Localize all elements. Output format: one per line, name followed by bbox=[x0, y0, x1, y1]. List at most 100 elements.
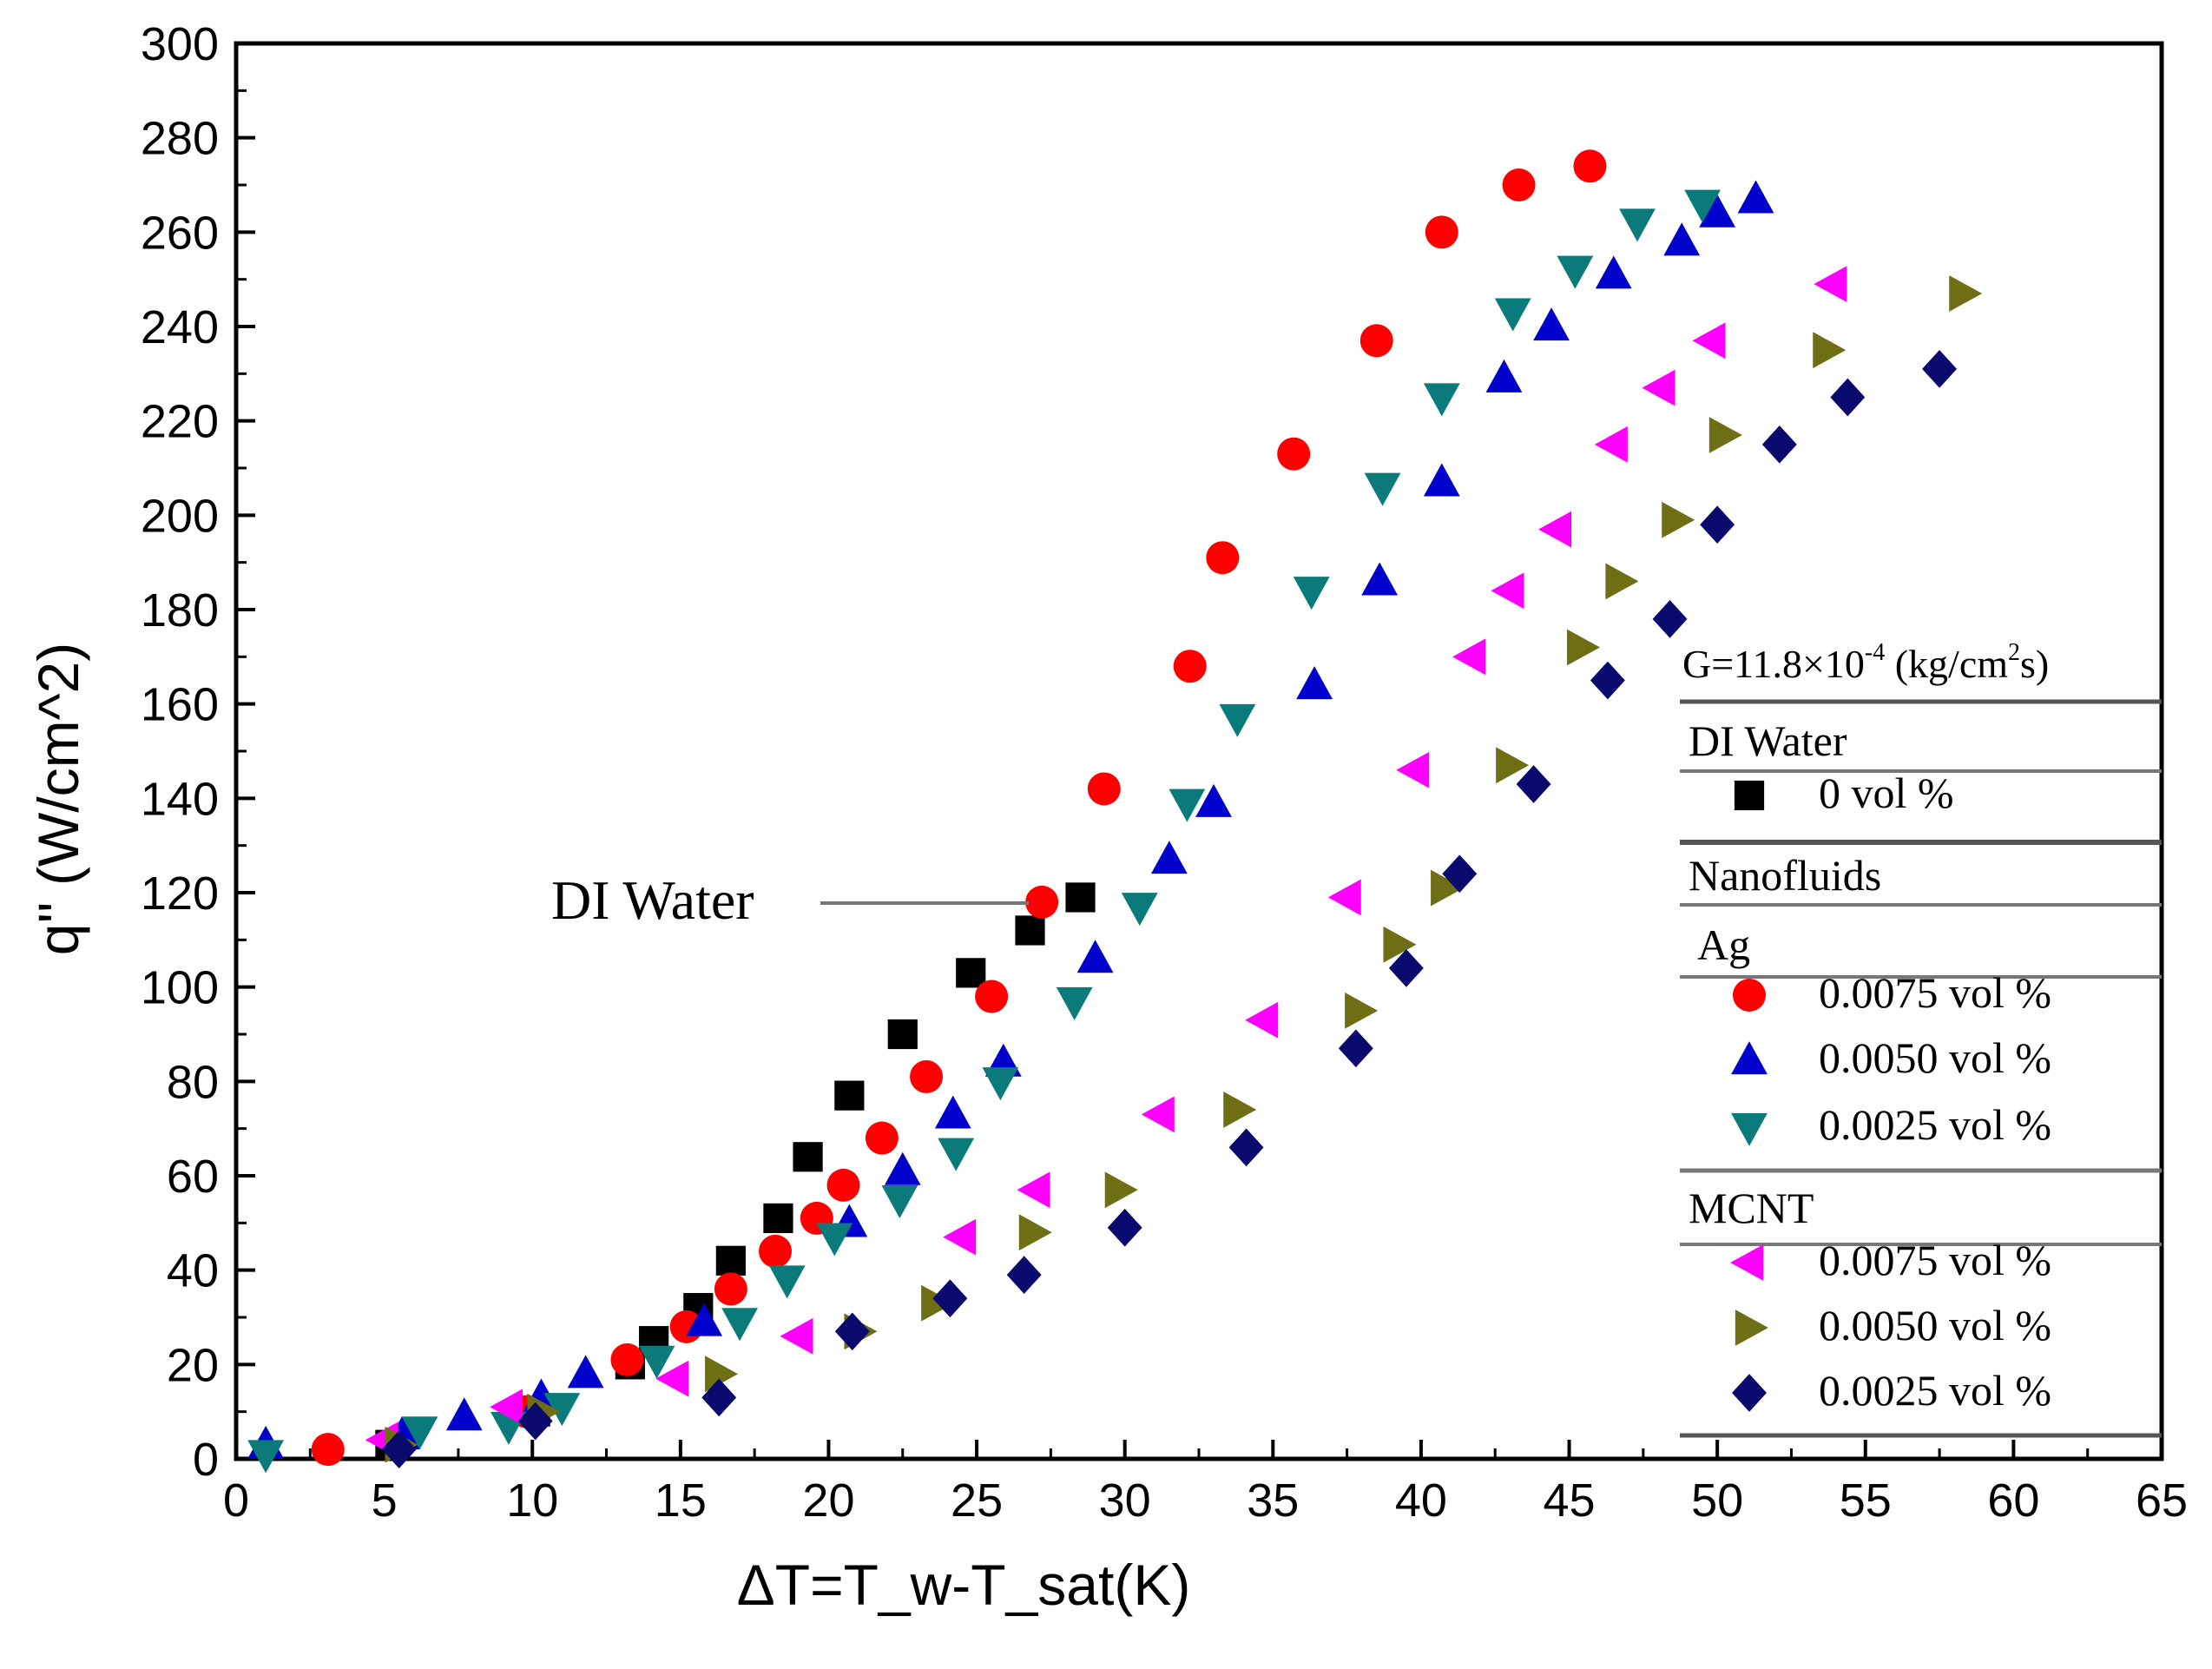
data-point bbox=[311, 1433, 345, 1467]
x-tick-label: 5 bbox=[372, 1474, 398, 1527]
data-point bbox=[1173, 650, 1207, 683]
data-point bbox=[714, 1272, 747, 1306]
data-point bbox=[1538, 511, 1572, 548]
data-point bbox=[1359, 324, 1393, 358]
legend-group-mcnt: MCNT bbox=[1689, 1184, 1814, 1232]
data-point bbox=[1245, 1001, 1279, 1039]
data-point bbox=[567, 1355, 604, 1389]
annotation-di-water: DI Water bbox=[551, 869, 754, 931]
x-tick-label: 25 bbox=[951, 1474, 1003, 1527]
x-axis-title-text: ΔT=T_w-T_sat(K) bbox=[737, 1553, 1191, 1617]
data-point bbox=[1619, 208, 1656, 242]
data-point bbox=[721, 1308, 758, 1342]
data-point bbox=[1364, 472, 1401, 506]
data-point bbox=[1018, 1214, 1052, 1251]
x-tick-label: 45 bbox=[1543, 1474, 1595, 1527]
x-tick-label: 55 bbox=[1840, 1474, 1892, 1527]
data-point bbox=[1388, 949, 1424, 987]
data-point bbox=[975, 980, 1009, 1013]
data-point bbox=[1516, 765, 1551, 803]
data-point bbox=[1169, 788, 1206, 822]
y-axis-title-text: q'' (W/cm^2) bbox=[26, 643, 90, 956]
data-point bbox=[705, 1356, 739, 1393]
data-point bbox=[1605, 563, 1639, 600]
data-point bbox=[1361, 562, 1399, 596]
data-point bbox=[1065, 882, 1096, 913]
data-point bbox=[247, 1440, 285, 1474]
data-point bbox=[1452, 638, 1486, 676]
x-tick-label: 20 bbox=[802, 1474, 854, 1527]
data-point bbox=[655, 1360, 689, 1397]
data-point bbox=[1761, 425, 1797, 464]
data-point bbox=[1015, 915, 1045, 946]
y-tick-label: 80 bbox=[167, 1056, 219, 1108]
data-point bbox=[1141, 1096, 1175, 1133]
x-tick-label: 15 bbox=[655, 1474, 707, 1527]
y-tick-label: 300 bbox=[141, 18, 219, 70]
data-point bbox=[1567, 629, 1601, 666]
x-tick-label: 65 bbox=[2136, 1474, 2188, 1527]
data-point bbox=[610, 1342, 644, 1376]
data-point bbox=[1121, 893, 1158, 927]
data-point bbox=[445, 1397, 483, 1431]
legend-label: 0 vol % bbox=[1819, 769, 1954, 817]
data-point bbox=[910, 1059, 944, 1093]
legend: G=11.8×10-4 (kg/cm2s) DI Water Nanofluid… bbox=[1680, 639, 2162, 1438]
data-point bbox=[932, 1279, 968, 1318]
y-tick-label: 200 bbox=[141, 490, 219, 542]
data-point bbox=[1557, 255, 1594, 289]
y-tick-label: 120 bbox=[141, 867, 219, 920]
y-tick-label: 60 bbox=[167, 1151, 219, 1203]
data-point bbox=[768, 1265, 806, 1299]
y-axis-title: q'' (W/cm^2) bbox=[26, 643, 90, 956]
data-point bbox=[1737, 180, 1774, 214]
data-point bbox=[834, 1312, 870, 1351]
y-tick-label: 40 bbox=[167, 1245, 219, 1297]
y-tick-label: 20 bbox=[167, 1339, 219, 1391]
data-point bbox=[1699, 194, 1736, 228]
data-point bbox=[1642, 369, 1675, 406]
data-point bbox=[1396, 751, 1430, 788]
series-ag-1 bbox=[311, 149, 1607, 1467]
x-axis-title: ΔT=T_w-T_sat(K) bbox=[737, 1553, 1191, 1617]
data-point bbox=[1223, 1092, 1257, 1128]
data-point bbox=[1425, 215, 1458, 249]
legend-marker bbox=[1731, 1112, 1768, 1146]
x-tick-label: 30 bbox=[1099, 1474, 1151, 1527]
data-point bbox=[1494, 298, 1531, 332]
data-point bbox=[1949, 275, 1983, 312]
data-point bbox=[834, 1080, 865, 1111]
data-point bbox=[1017, 1171, 1050, 1209]
legend-label: 0.0050 vol % bbox=[1819, 1033, 2051, 1082]
y-axis: 0 20 40 60 80 100 120 140 160 180 200 220 240 260 280 3… bbox=[141, 18, 255, 1486]
data-point bbox=[943, 1218, 977, 1256]
y-tick-label: 280 bbox=[141, 113, 219, 165]
data-point bbox=[934, 1095, 971, 1129]
y-tick-label: 0 bbox=[193, 1434, 219, 1486]
data-point bbox=[887, 1019, 918, 1050]
data-point bbox=[1496, 747, 1530, 784]
legend-marker bbox=[1732, 1374, 1767, 1412]
data-point bbox=[1595, 255, 1632, 289]
legend-group-di-water: DI Water bbox=[1689, 716, 1847, 765]
y-tick-label: 240 bbox=[141, 301, 219, 353]
data-point bbox=[1491, 572, 1524, 610]
data-point bbox=[1338, 1029, 1373, 1068]
series-mcnt-6 bbox=[381, 350, 1958, 1468]
data-point bbox=[1277, 437, 1311, 471]
data-point bbox=[1076, 940, 1114, 973]
legend-marker bbox=[1735, 1309, 1768, 1346]
x-tick-label: 0 bbox=[223, 1474, 249, 1527]
data-point bbox=[1087, 772, 1121, 806]
data-point bbox=[1006, 1256, 1042, 1294]
data-point bbox=[701, 1378, 737, 1417]
legend-group-ag: Ag bbox=[1697, 920, 1750, 969]
legend-marker bbox=[1731, 1041, 1768, 1075]
data-point bbox=[1485, 359, 1523, 393]
data-point bbox=[1573, 149, 1607, 183]
data-point bbox=[1296, 666, 1333, 700]
data-point bbox=[715, 1245, 746, 1276]
data-point bbox=[1150, 841, 1188, 874]
x-tick-label: 35 bbox=[1247, 1474, 1299, 1527]
data-point bbox=[1293, 577, 1330, 610]
